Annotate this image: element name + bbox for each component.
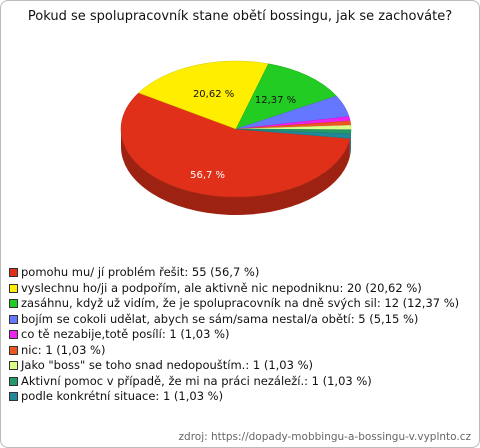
pie-slice: [120, 92, 351, 198]
pie-slice: [235, 128, 351, 139]
legend-swatch: [9, 314, 18, 324]
legend-label: Aktivní pomoc v případě, že mi na práci …: [21, 373, 372, 388]
legend-swatch: [9, 361, 18, 370]
legend-label: pomohu mu/ jí problém řešit: 55 (56,7 %): [21, 265, 260, 279]
legend-item: bojím se cokoli udělat, abych se sám/sam…: [9, 312, 471, 326]
slice-side: [349, 134, 351, 157]
legend-item: vyslechnu ho/ji a podpořím, ale aktivně …: [9, 281, 471, 295]
legend-label: zasáhnu, když už vidím, že je spolupraco…: [21, 296, 460, 310]
legend: pomohu mu/ jí problém řešit: 55 (56,7 %)…: [9, 265, 471, 405]
slice-label: 20,62 %: [193, 89, 234, 100]
legend-label: vyslechnu ho/ji a podpořím, ale aktivně …: [21, 280, 422, 295]
legend-swatch: [9, 330, 18, 339]
legend-item: nic: 1 (1,03 %): [9, 343, 471, 357]
legend-item: podle konkrétní situace: 1 (1,03 %): [9, 389, 471, 403]
source: zdroj: https://dopady-mobbingu-a-bossing…: [178, 431, 471, 443]
legend-swatch: [9, 345, 18, 355]
chart-title: Pokud se spolupracovník stane obětí boss…: [27, 9, 453, 24]
pie-slice: [235, 63, 337, 130]
legend-item: Jako "boss" se toho snad nedopouštím.: 1…: [9, 358, 471, 372]
legend-item: pomohu mu/ jí problém řešit: 55 (56,7 %): [9, 265, 471, 279]
pie-area: 56,7 % 20,62 % 12,37 %: [120, 60, 352, 215]
legend-label: Jako "boss" se toho snad nedopouštím.: 1…: [21, 358, 314, 372]
legend-item: co tě nezabije,totě posílí: 1 (1,03 %): [9, 327, 471, 341]
slice-side: [121, 129, 350, 215]
slice-label: 56,7 %: [190, 170, 225, 181]
legend-swatch: [9, 376, 18, 386]
legend-item: zasáhnu, když už vidím, že je spolupraco…: [9, 296, 471, 310]
pie-slice: [138, 60, 269, 130]
legend-label: co tě nezabije,totě posílí: 1 (1,03 %): [21, 327, 230, 341]
legend-swatch: [9, 392, 18, 401]
legend-swatch: [9, 299, 18, 308]
legend-label: podle konkrétní situace: 1 (1,03 %): [21, 389, 224, 403]
legend-label: nic: 1 (1,03 %): [21, 342, 106, 357]
legend-swatch: [9, 283, 18, 293]
legend-swatch: [9, 268, 18, 277]
legend-label: bojím se cokoli udělat, abych se sám/sam…: [21, 311, 419, 326]
slice-label: 12,37 %: [255, 95, 296, 106]
legend-item: Aktivní pomoc v případě, že mi na práci …: [9, 374, 471, 388]
